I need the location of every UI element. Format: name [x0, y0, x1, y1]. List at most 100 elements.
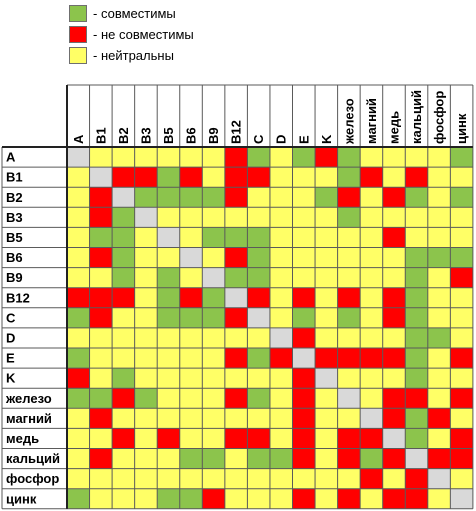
row-label: B12 [6, 290, 30, 305]
matrix-cell [337, 408, 361, 429]
matrix-cell [89, 368, 113, 389]
matrix-cell [247, 348, 270, 369]
matrix-cell [89, 227, 113, 248]
matrix-cell [292, 348, 316, 369]
matrix-cell [315, 368, 338, 389]
matrix-cell [112, 388, 135, 409]
matrix-cell [224, 207, 248, 228]
matrix-cell [112, 267, 135, 288]
matrix-cell [67, 287, 90, 308]
matrix-cell [360, 307, 383, 328]
matrix-cell [157, 368, 180, 389]
matrix-cell [112, 247, 135, 268]
matrix-cell [247, 307, 270, 328]
matrix-cell [89, 167, 113, 188]
column-label: C [251, 134, 266, 144]
matrix-cell [202, 267, 225, 288]
matrix-cell [247, 368, 270, 389]
column-label: D [274, 135, 289, 144]
matrix-cell [202, 287, 225, 308]
matrix-cell [179, 388, 203, 409]
matrix-cell [89, 287, 113, 308]
matrix-cell [427, 428, 451, 449]
matrix-cell [89, 408, 113, 429]
matrix-cell [134, 167, 158, 188]
matrix-cell [112, 187, 135, 208]
matrix-cell [269, 207, 293, 228]
matrix-cell [67, 368, 90, 389]
matrix-cell [134, 448, 158, 469]
matrix-cell [427, 207, 451, 228]
matrix-cell [224, 368, 248, 389]
matrix-cell [134, 227, 158, 248]
matrix-cell [224, 488, 248, 509]
matrix-cell [382, 408, 406, 429]
matrix-cell [315, 267, 338, 288]
matrix-cell [67, 488, 90, 509]
matrix-cell [337, 348, 361, 369]
matrix-cell [382, 287, 406, 308]
matrix-cell [315, 468, 338, 489]
row-label: B5 [6, 230, 23, 245]
matrix-cell [89, 327, 113, 348]
legend-swatch-green [69, 5, 87, 22]
matrix-cell [337, 207, 361, 228]
matrix-cell [292, 408, 316, 429]
matrix-cell [224, 247, 248, 268]
matrix-cell [157, 307, 180, 328]
matrix-cell [315, 247, 338, 268]
matrix-cell [224, 267, 248, 288]
matrix-cell [337, 227, 361, 248]
row-label: B1 [6, 170, 23, 185]
matrix-cell [405, 167, 428, 188]
matrix-cell [67, 187, 90, 208]
matrix-cell [405, 267, 428, 288]
matrix-cell [67, 227, 90, 248]
matrix-cell [292, 428, 316, 449]
matrix-cell [157, 327, 180, 348]
row-label: B6 [6, 250, 23, 265]
matrix-cell [269, 448, 293, 469]
matrix-cell [405, 408, 428, 429]
matrix-cell [360, 147, 383, 168]
matrix-cell [427, 167, 451, 188]
matrix-cell [157, 408, 180, 429]
matrix-cell [67, 408, 90, 429]
matrix-cell [89, 147, 113, 168]
matrix-cell [405, 207, 428, 228]
matrix-cell [315, 348, 338, 369]
matrix-cell [179, 287, 203, 308]
matrix-cell [269, 187, 293, 208]
matrix-cell [382, 428, 406, 449]
matrix-cell [224, 227, 248, 248]
matrix-cell [337, 307, 361, 328]
matrix-cell [247, 448, 270, 469]
matrix-cell [382, 327, 406, 348]
matrix-cell [89, 428, 113, 449]
matrix-cell [224, 388, 248, 409]
matrix-cell [269, 267, 293, 288]
matrix-cell [337, 368, 361, 389]
matrix-cell [450, 207, 473, 228]
matrix-cell [427, 227, 451, 248]
matrix-cell [134, 287, 158, 308]
matrix-cell [382, 207, 406, 228]
matrix-cell [360, 488, 383, 509]
matrix-cell [450, 408, 473, 429]
matrix-cell [360, 247, 383, 268]
matrix-cell [247, 147, 270, 168]
row-label: A [6, 150, 16, 165]
matrix-cell [134, 408, 158, 429]
matrix-cell [112, 307, 135, 328]
matrix-cell [202, 207, 225, 228]
matrix-cell [450, 147, 473, 168]
matrix-cell [247, 408, 270, 429]
matrix-cell [157, 428, 180, 449]
matrix-cell [269, 408, 293, 429]
matrix-cell [202, 227, 225, 248]
matrix-cell [134, 207, 158, 228]
matrix-cell [157, 267, 180, 288]
matrix-cell [269, 348, 293, 369]
matrix-cell [202, 448, 225, 469]
matrix-cell [179, 488, 203, 509]
